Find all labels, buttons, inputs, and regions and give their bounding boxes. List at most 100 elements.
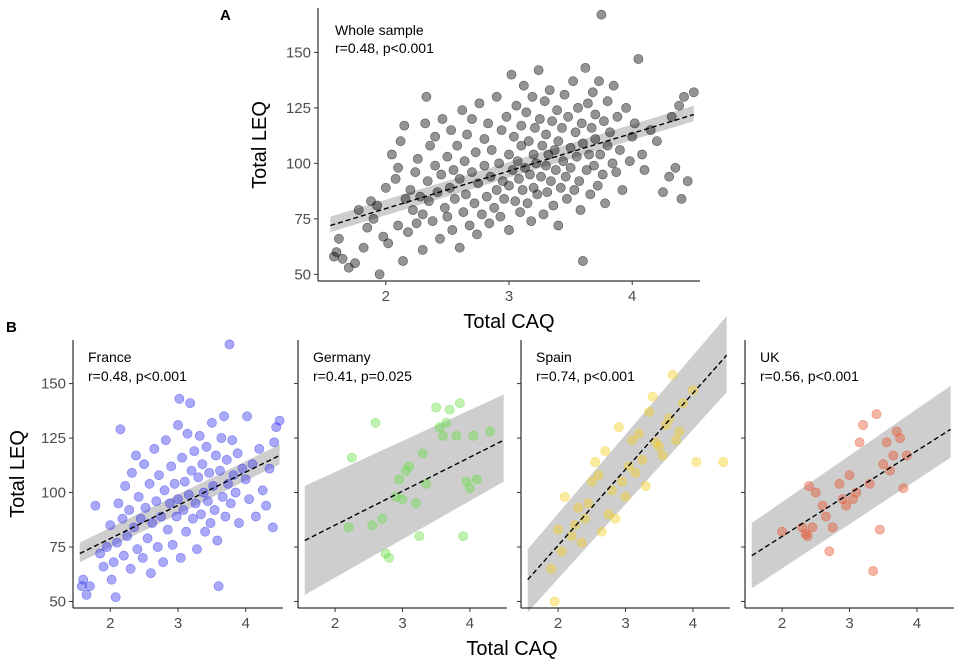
x-tick-label: 4 bbox=[913, 615, 921, 632]
data-point bbox=[190, 498, 201, 509]
data-point bbox=[802, 531, 813, 541]
data-point bbox=[435, 233, 445, 244]
correlation-stat: r=0.56, p<0.001 bbox=[760, 368, 859, 384]
data-point bbox=[213, 581, 224, 592]
data-point bbox=[522, 198, 533, 209]
data-point bbox=[677, 398, 688, 409]
data-point bbox=[571, 151, 582, 162]
data-point bbox=[164, 498, 175, 509]
data-point bbox=[611, 167, 622, 178]
data-point bbox=[430, 131, 440, 142]
data-point bbox=[594, 76, 604, 87]
chart-layer: 2 3 4 50 75 100 125 150 Whole sample r=0.48, p<0.… bbox=[7, 8, 954, 660]
data-point bbox=[398, 256, 408, 266]
data-point bbox=[196, 509, 206, 520]
data-point bbox=[122, 531, 133, 541]
data-point bbox=[898, 483, 909, 494]
data-point bbox=[621, 103, 631, 113]
data-point bbox=[117, 513, 128, 524]
data-point bbox=[215, 465, 225, 476]
data-point bbox=[515, 207, 525, 218]
data-point bbox=[458, 531, 469, 541]
x-tick-label: 3 bbox=[845, 615, 853, 632]
data-point bbox=[425, 140, 435, 151]
data-point bbox=[140, 502, 151, 513]
panel-title: Spain bbox=[536, 349, 572, 365]
data-point bbox=[593, 470, 604, 480]
data-point bbox=[459, 156, 470, 166]
data-point bbox=[592, 180, 603, 191]
data-point bbox=[185, 398, 196, 409]
data-point bbox=[570, 127, 581, 138]
x-tick-label: 3 bbox=[621, 615, 629, 632]
data-point bbox=[370, 417, 381, 428]
data-point bbox=[154, 470, 164, 480]
data-point bbox=[541, 129, 551, 140]
data-point bbox=[871, 409, 882, 419]
data-point bbox=[162, 524, 173, 535]
data-point bbox=[124, 505, 135, 515]
x-tick-label: 4 bbox=[466, 615, 474, 632]
data-point bbox=[578, 138, 588, 149]
data-point bbox=[186, 465, 197, 476]
y-tick-label: 100 bbox=[41, 485, 66, 502]
data-point bbox=[610, 513, 621, 524]
data-point bbox=[421, 478, 431, 489]
data-point bbox=[688, 385, 698, 395]
data-point bbox=[581, 165, 592, 175]
data-point bbox=[584, 149, 594, 160]
data-point bbox=[881, 437, 892, 448]
data-point bbox=[569, 185, 580, 195]
data-point bbox=[145, 568, 156, 578]
x-axis-title-b: Total CAQ bbox=[466, 638, 557, 660]
data-point bbox=[600, 446, 611, 456]
data-point bbox=[267, 522, 278, 533]
data-point bbox=[541, 160, 551, 171]
data-point bbox=[232, 448, 243, 459]
data-point bbox=[491, 185, 502, 195]
data-point bbox=[583, 498, 594, 509]
data-point bbox=[448, 165, 459, 175]
data-point bbox=[542, 187, 553, 198]
data-point bbox=[346, 452, 357, 463]
data-point bbox=[605, 127, 615, 138]
data-point bbox=[549, 596, 560, 607]
data-point bbox=[576, 118, 587, 129]
data-point bbox=[405, 185, 416, 195]
data-point bbox=[590, 134, 601, 144]
data-point bbox=[674, 100, 684, 111]
data-point bbox=[395, 136, 406, 147]
data-point bbox=[534, 114, 545, 124]
data-point bbox=[454, 398, 465, 409]
data-point bbox=[624, 156, 635, 166]
data-point bbox=[615, 145, 625, 155]
panel-title: France bbox=[88, 349, 132, 365]
data-point bbox=[640, 481, 651, 491]
data-point bbox=[132, 544, 143, 555]
data-point bbox=[858, 420, 868, 430]
panel-germany: 2 3 4 Germany r=0.41, p=0.025 bbox=[294, 340, 507, 632]
x-tick-label: 2 bbox=[554, 615, 562, 632]
data-point bbox=[390, 173, 401, 184]
data-point bbox=[620, 491, 631, 502]
data-point bbox=[368, 213, 379, 224]
data-point bbox=[105, 520, 116, 531]
confidence-band bbox=[751, 385, 951, 589]
data-point bbox=[804, 481, 814, 491]
data-point bbox=[374, 269, 385, 280]
data-point bbox=[634, 428, 644, 439]
data-point bbox=[414, 531, 425, 541]
data-point bbox=[144, 478, 155, 489]
data-point bbox=[479, 134, 490, 144]
regression-line bbox=[330, 113, 695, 227]
data-point bbox=[193, 472, 204, 483]
data-point bbox=[718, 457, 729, 467]
data-point bbox=[496, 125, 507, 136]
data-point bbox=[546, 176, 556, 186]
data-point bbox=[166, 461, 177, 472]
y-tick-label: 125 bbox=[41, 430, 66, 447]
y-tick-label: 75 bbox=[49, 539, 66, 556]
data-point bbox=[472, 229, 482, 240]
data-point bbox=[269, 437, 280, 448]
x-tick-label: 3 bbox=[505, 288, 513, 305]
